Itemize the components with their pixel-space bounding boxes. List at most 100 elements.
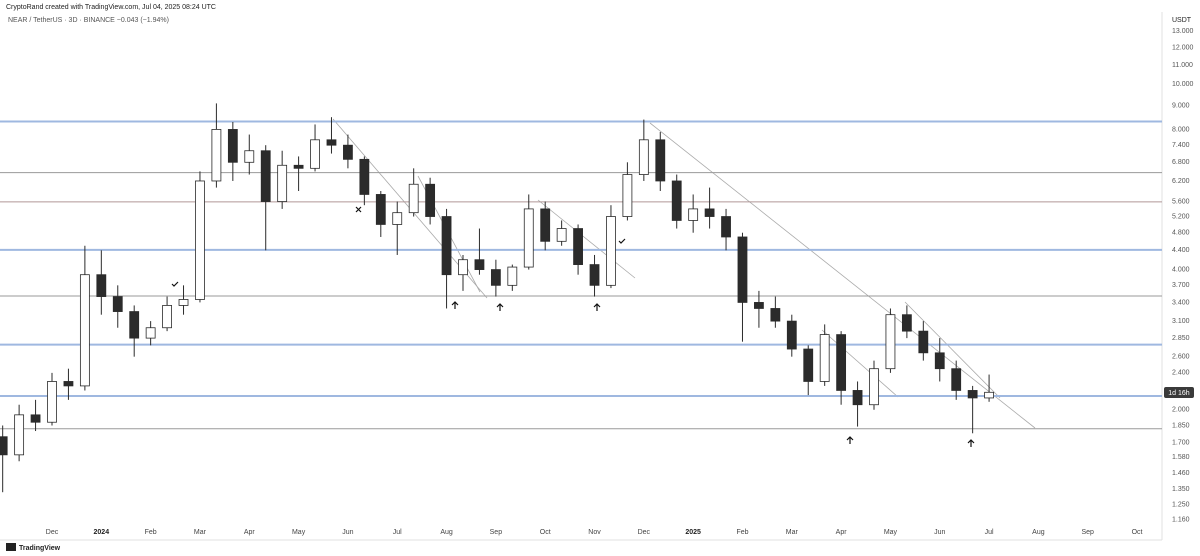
candle-body — [573, 228, 583, 265]
candle-body — [79, 274, 90, 387]
x-tick-label: Jun — [342, 529, 353, 536]
candle-body — [655, 139, 666, 182]
x-tick-label: Sep — [490, 529, 503, 536]
x-tick-label: May — [884, 529, 898, 536]
y-tick-label: 8.000 — [1172, 126, 1190, 133]
symbol-info: NEAR / TetherUS · 3D · BINANCE −0.043 (−… — [8, 17, 169, 24]
x-tick-label: Mar — [786, 529, 799, 536]
candle-body — [885, 314, 896, 370]
up-arrow — [967, 439, 975, 447]
candle-body — [540, 208, 551, 242]
candle-body — [836, 334, 847, 391]
candle-body — [786, 320, 797, 350]
candle-body — [803, 348, 814, 382]
candle-body — [606, 216, 616, 286]
candle-body — [14, 414, 25, 456]
y-tick-label: 1.160 — [1172, 517, 1190, 524]
candle-body — [622, 174, 633, 217]
candle-body — [967, 390, 978, 399]
y-tick-label: 6.800 — [1172, 159, 1190, 166]
candle-body — [901, 314, 912, 332]
x-tick-label: Jul — [393, 529, 402, 536]
currency: USDT — [1172, 17, 1192, 24]
x-tick-label: Oct — [1132, 529, 1143, 536]
candle-body — [375, 194, 386, 225]
candle-body — [425, 183, 436, 217]
countdown: 1d 16h — [1168, 390, 1190, 397]
candle-body — [721, 216, 731, 238]
candle-body — [63, 381, 74, 387]
y-tick-label: 5.200 — [1172, 213, 1190, 220]
annotations — [171, 206, 975, 447]
candle-body — [145, 327, 156, 339]
trendline — [649, 122, 1036, 429]
candle-body — [458, 259, 468, 276]
y-tick-label: 6.200 — [1172, 178, 1190, 185]
candle-body — [47, 381, 57, 423]
candle-body — [819, 334, 830, 382]
x-tick-label: Feb — [736, 529, 748, 536]
candle-body — [490, 269, 501, 286]
y-tick-label: 4.000 — [1172, 266, 1190, 273]
x-tick-label: Jul — [985, 529, 994, 536]
candle-body — [392, 212, 403, 225]
candle-body — [737, 236, 748, 303]
candle-body — [934, 352, 945, 370]
cross-mark — [355, 206, 362, 213]
y-tick-label: 5.600 — [1172, 198, 1190, 205]
up-arrow — [451, 301, 459, 309]
candle-body — [359, 158, 370, 195]
candle-body — [589, 264, 600, 286]
y-tick-label: 1.580 — [1172, 454, 1190, 461]
y-tick-label: 2.000 — [1172, 407, 1190, 414]
candle-body — [211, 129, 222, 182]
y-tick-label: 2.400 — [1172, 370, 1190, 377]
credit: CryptoRand created with TradingView.com,… — [6, 4, 216, 11]
candle-body — [293, 164, 304, 169]
candle-body — [112, 296, 123, 312]
candle-body — [227, 129, 238, 163]
y-tick-label: 10.000 — [1172, 81, 1194, 88]
x-tick-label: Dec — [638, 529, 651, 536]
y-tick-label: 1.460 — [1172, 470, 1190, 477]
y-tick-label: 3.100 — [1172, 318, 1190, 325]
candle-body — [474, 259, 485, 270]
x-tick-label: Feb — [145, 529, 157, 536]
candle-body — [441, 216, 452, 276]
candle-body — [523, 208, 534, 268]
candle-body — [326, 139, 337, 146]
y-tick-label: 4.400 — [1172, 247, 1190, 254]
candle-body — [0, 436, 8, 456]
y-tick-label: 12.000 — [1172, 44, 1194, 51]
trendline — [904, 301, 1001, 399]
candle-body — [704, 208, 715, 217]
x-tick-label: May — [292, 529, 306, 536]
x-tick-label: Mar — [194, 529, 207, 536]
candle-body — [260, 150, 271, 202]
y-tick-label: 7.400 — [1172, 142, 1190, 149]
candle-body — [869, 368, 879, 406]
candle-body — [96, 274, 107, 297]
candle-body — [951, 368, 962, 391]
check-mark — [618, 238, 626, 244]
candle-body — [310, 139, 320, 169]
x-tick-label: Aug — [1032, 529, 1045, 536]
y-tick-label: 4.800 — [1172, 230, 1190, 237]
candle-body — [770, 308, 781, 322]
candle-body — [556, 228, 567, 242]
candle-body — [343, 144, 353, 160]
x-tick-label: Aug — [440, 529, 453, 536]
candle-body — [277, 164, 288, 202]
x-tick-label: Sep — [1081, 529, 1094, 536]
x-tick-label: Apr — [836, 529, 848, 536]
candle-body — [984, 391, 994, 399]
candle-body — [30, 414, 41, 423]
y-tick-label: 2.850 — [1172, 335, 1190, 342]
trendline — [821, 329, 899, 398]
y-tick-label: 1.700 — [1172, 439, 1190, 446]
y-tick-label: 3.400 — [1172, 299, 1190, 306]
candle-body — [162, 305, 172, 329]
logo: TradingView — [19, 545, 61, 552]
